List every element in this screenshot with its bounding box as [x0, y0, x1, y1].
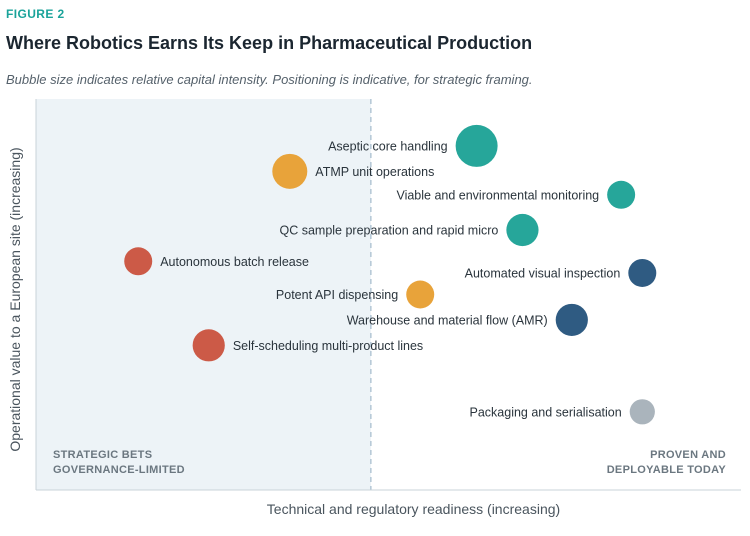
bubble-point: [607, 180, 636, 209]
bubble-point: [192, 329, 225, 362]
bubble-label: Automated visual inspection: [465, 266, 621, 280]
bubble-point: [628, 258, 657, 287]
bubble-label: Viable and environmental monitoring: [396, 188, 599, 202]
quadrant-label-left-line2: GOVERNANCE-LIMITED: [53, 464, 185, 476]
bubble-label: QC sample preparation and rapid micro: [279, 223, 498, 237]
bubble-label: Autonomous batch release: [160, 255, 309, 269]
bubble-label: Potent API dispensing: [276, 288, 398, 302]
bubble-point: [272, 153, 308, 189]
bubble-label: Self-scheduling multi-product lines: [233, 339, 423, 353]
figure-label: FIGURE 2: [6, 7, 65, 21]
bubble-point: [455, 124, 498, 167]
bubble-label: Packaging and serialisation: [470, 405, 622, 419]
quadrant-label-right-line1: PROVEN AND: [650, 449, 726, 461]
bubble-label: Aseptic core handling: [328, 139, 448, 153]
left-zone-shading: [36, 99, 371, 490]
bubble-point: [124, 247, 153, 276]
bubble-point: [406, 280, 435, 309]
y-axis-title: Operational value to a European site (in…: [7, 147, 23, 451]
bubble-label: ATMP unit operations: [315, 165, 434, 179]
chart-title: Where Robotics Earns Its Keep in Pharmac…: [6, 33, 533, 53]
bubble-label: Warehouse and material flow (AMR): [347, 313, 548, 327]
quadrant-label-left-line1: STRATEGIC BETS: [53, 449, 152, 461]
bubble-point: [629, 399, 655, 425]
chart-subtitle: Bubble size indicates relative capital i…: [6, 72, 533, 87]
bubble-points: Aseptic core handling ATMP unit operation…: [124, 124, 657, 425]
bubble-point: [506, 213, 539, 247]
x-axis-title: Technical and regulatory readiness (incr…: [267, 501, 560, 517]
quadrant-label-right-line2: DEPLOYABLE TODAY: [607, 464, 727, 476]
bubble-point: [555, 303, 588, 337]
